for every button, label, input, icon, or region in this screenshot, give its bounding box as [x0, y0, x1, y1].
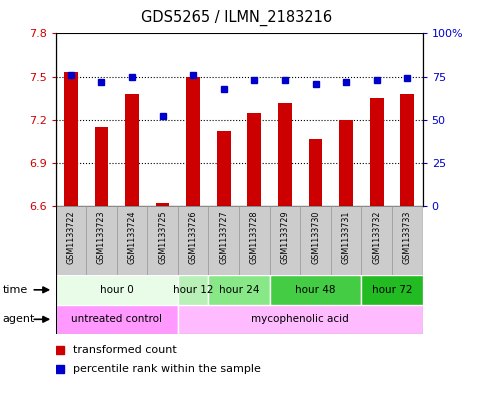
Text: hour 72: hour 72 [372, 285, 412, 295]
Text: time: time [2, 285, 28, 295]
Bar [147, 206, 178, 275]
Bar [125, 94, 139, 206]
Bar [361, 275, 423, 305]
Bar [186, 77, 200, 206]
Text: GSM1133722: GSM1133722 [66, 211, 75, 264]
Bar [86, 206, 117, 275]
Bar [247, 113, 261, 206]
Text: GSM1133725: GSM1133725 [158, 211, 167, 264]
Text: percentile rank within the sample: percentile rank within the sample [73, 364, 261, 374]
Bar [400, 94, 414, 206]
Text: transformed count: transformed count [73, 345, 176, 355]
Text: GSM1133730: GSM1133730 [311, 211, 320, 264]
Bar [331, 206, 361, 275]
Text: GSM1133728: GSM1133728 [250, 211, 259, 264]
Bar [300, 206, 331, 275]
Bar [178, 305, 423, 334]
Bar [309, 139, 323, 206]
Bar [278, 103, 292, 206]
Text: GSM1133732: GSM1133732 [372, 211, 381, 264]
Bar [156, 204, 170, 206]
Text: GSM1133723: GSM1133723 [97, 211, 106, 264]
Bar [361, 206, 392, 275]
Text: hour 12: hour 12 [173, 285, 213, 295]
Text: hour 48: hour 48 [295, 285, 336, 295]
Bar [64, 72, 78, 206]
Text: untreated control: untreated control [71, 314, 162, 324]
Bar [209, 206, 239, 275]
Bar [239, 206, 270, 275]
Text: GSM1133726: GSM1133726 [189, 211, 198, 264]
Text: hour 24: hour 24 [219, 285, 259, 295]
Bar [270, 275, 361, 305]
Text: GSM1133724: GSM1133724 [128, 211, 137, 264]
Bar [117, 206, 147, 275]
Text: GSM1133731: GSM1133731 [341, 211, 351, 264]
Bar [339, 120, 353, 206]
Text: mycophenolic acid: mycophenolic acid [251, 314, 349, 324]
Bar [370, 98, 384, 206]
Bar [209, 275, 270, 305]
Bar [56, 275, 178, 305]
Bar [178, 275, 209, 305]
Bar [392, 206, 423, 275]
Bar [270, 206, 300, 275]
Text: agent: agent [2, 314, 35, 324]
Bar [95, 127, 108, 206]
Bar [178, 206, 209, 275]
Text: GSM1133733: GSM1133733 [403, 211, 412, 264]
Text: hour 0: hour 0 [100, 285, 134, 295]
Text: GSM1133729: GSM1133729 [281, 211, 289, 264]
Text: GSM1133727: GSM1133727 [219, 211, 228, 264]
Bar [56, 305, 178, 334]
Bar [56, 206, 86, 275]
Bar [217, 131, 231, 206]
Text: GDS5265 / ILMN_2183216: GDS5265 / ILMN_2183216 [141, 10, 332, 26]
